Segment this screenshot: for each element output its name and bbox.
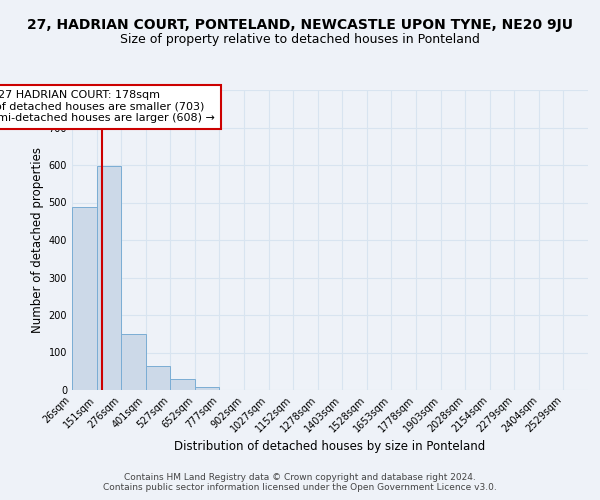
Text: Size of property relative to detached houses in Ponteland: Size of property relative to detached ho… (120, 32, 480, 46)
Bar (170, 379, 195, 390)
X-axis label: Distribution of detached houses by size in Ponteland: Distribution of detached houses by size … (175, 440, 485, 452)
Text: 27, HADRIAN COURT, PONTELAND, NEWCASTLE UPON TYNE, NE20 9JU: 27, HADRIAN COURT, PONTELAND, NEWCASTLE … (27, 18, 573, 32)
Y-axis label: Number of detached properties: Number of detached properties (31, 147, 44, 333)
Text: 27 HADRIAN COURT: 178sqm
← 53% of detached houses are smaller (703)
46% of semi-: 27 HADRIAN COURT: 178sqm ← 53% of detach… (0, 90, 215, 124)
Text: Contains HM Land Registry data © Crown copyright and database right 2024.
Contai: Contains HM Land Registry data © Crown c… (103, 473, 497, 492)
Bar (121, 334, 146, 390)
Bar (195, 386, 220, 390)
Bar (146, 366, 170, 390)
Bar (97, 166, 121, 390)
Bar (72, 208, 97, 390)
